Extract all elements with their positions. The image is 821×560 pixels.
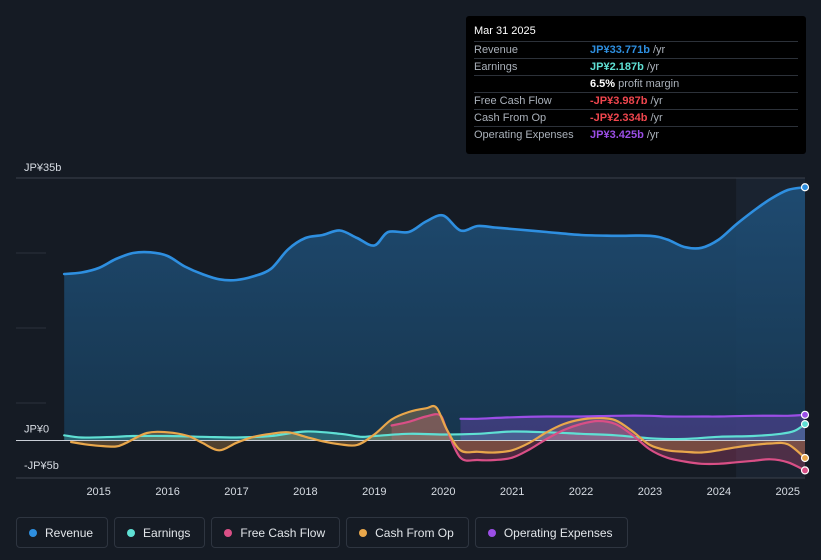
- tooltip-row-unit: profit margin: [618, 78, 680, 90]
- x-tick-label: 2022: [569, 486, 593, 498]
- data-tooltip: Mar 31 2025 Revenue JP¥33.771b/yr Earnings…: [466, 16, 806, 154]
- chart-canvas: JP¥35b JP¥0 -JP¥5b 2015 2016 2017 2018 2019 202…: [16, 162, 810, 498]
- legend-label: Operating Expenses: [503, 525, 613, 540]
- earnings-line: [63, 423, 807, 441]
- tooltip-row-label: Free Cash Flow: [474, 95, 552, 107]
- tooltip-row-unit: /yr: [650, 95, 663, 107]
- legend-label: Earnings: [143, 525, 191, 540]
- tooltip-row-value: 6.5%: [590, 78, 616, 90]
- tooltip-date: Mar 31 2025: [474, 25, 536, 37]
- tooltip-row-unit: /yr: [652, 44, 666, 56]
- tooltip-row-value: -JP¥3.987b: [590, 95, 648, 107]
- operating-expenses-area: [460, 414, 805, 441]
- legend-dot-icon: [224, 528, 233, 537]
- tooltip-row-unit: /yr: [650, 112, 663, 124]
- legend-item-operating-expenses[interactable]: Operating Expenses: [474, 517, 628, 548]
- chart-legend: Revenue Earnings Free Cash Flow Cash From O…: [16, 517, 628, 548]
- legend-label: Cash From Op: [375, 525, 454, 540]
- free-cash-flow-end-point: [800, 466, 810, 475]
- y-axis-labels: JP¥35b JP¥0 -JP¥5b: [24, 162, 61, 472]
- x-tick-label: 2024: [707, 486, 731, 498]
- tooltip-row: Operating Expenses JP¥3.425b/yr: [474, 126, 798, 143]
- legend-dot-icon: [127, 528, 136, 537]
- x-tick-label: 2015: [86, 486, 110, 498]
- operating-expenses-line: [459, 413, 807, 420]
- x-tick-label: 2020: [431, 486, 455, 498]
- x-tick-label: 2021: [500, 486, 524, 498]
- legend-label: Revenue: [45, 525, 94, 540]
- cash-from-op-line: [70, 404, 807, 460]
- tooltip-row-unit: /yr: [646, 61, 660, 73]
- tooltip-row: 6.5% profit margin: [474, 75, 798, 92]
- x-tick-label: 2016: [155, 486, 179, 498]
- y-tick-label: JP¥0: [24, 424, 49, 436]
- legend-dot-icon: [29, 528, 37, 537]
- x-tick-label: 2018: [293, 486, 317, 498]
- revenue-line: [62, 185, 807, 282]
- legend-dot-icon: [359, 528, 368, 537]
- revenue-end-point: [800, 183, 810, 192]
- tooltip-row: Cash From Op -JP¥2.334b/yr: [474, 109, 798, 126]
- x-tick-label: 2025: [776, 486, 800, 498]
- legend-label: Free Cash Flow: [240, 525, 326, 540]
- free-cash-flow-area: [391, 414, 805, 471]
- revenue-area: [64, 187, 805, 441]
- tooltip-row-label: Cash From Op: [474, 112, 547, 124]
- tooltip-row-label: Revenue: [474, 44, 519, 56]
- tooltip-row-label: Operating Expenses: [474, 129, 574, 141]
- tooltip-row-value: -JP¥2.334b: [590, 112, 648, 124]
- legend-dot-icon: [487, 528, 496, 537]
- tooltip-row-value: JP¥2.187b: [590, 61, 644, 73]
- series-end-dots: [800, 183, 810, 475]
- x-axis-labels: 2015 2016 2017 2018 2019 2020 2021 2022 2023 2024…: [86, 486, 800, 498]
- legend-item-free-cash-flow[interactable]: Free Cash Flow: [211, 517, 341, 548]
- tooltip-rows: Revenue JP¥33.771b/yr Earnings JP¥2.187b/yr…: [474, 41, 798, 143]
- legend-item-cash-from-op[interactable]: Cash From Op: [346, 517, 469, 548]
- tooltip-row-label: Earnings: [474, 61, 518, 73]
- tooltip-row: Revenue JP¥33.771b/yr: [474, 41, 798, 58]
- y-tick-label: JP¥35b: [24, 162, 61, 174]
- tooltip-row-value: JP¥33.771b: [590, 44, 650, 56]
- grid: [16, 177, 805, 479]
- tooltip-row-value: JP¥3.425b: [590, 129, 644, 141]
- x-tick-label: 2019: [362, 486, 386, 498]
- tooltip-row: Earnings JP¥2.187b/yr: [474, 58, 798, 75]
- tooltip-row: Free Cash Flow -JP¥3.987b/yr: [474, 92, 798, 109]
- x-tick-label: 2023: [638, 486, 662, 498]
- tooltip-row-unit: /yr: [646, 129, 660, 141]
- cash-from-op-end-point: [800, 453, 810, 463]
- operating-expenses-end-point: [800, 410, 810, 419]
- earnings-end-point: [800, 419, 810, 429]
- x-tick-label: 2017: [224, 486, 248, 498]
- y-tick-label: -JP¥5b: [24, 460, 59, 472]
- series-lines: [62, 185, 807, 472]
- cash-from-op-area: [71, 405, 806, 458]
- legend-item-revenue[interactable]: Revenue: [16, 517, 109, 548]
- legend-item-earnings[interactable]: Earnings: [114, 517, 206, 548]
